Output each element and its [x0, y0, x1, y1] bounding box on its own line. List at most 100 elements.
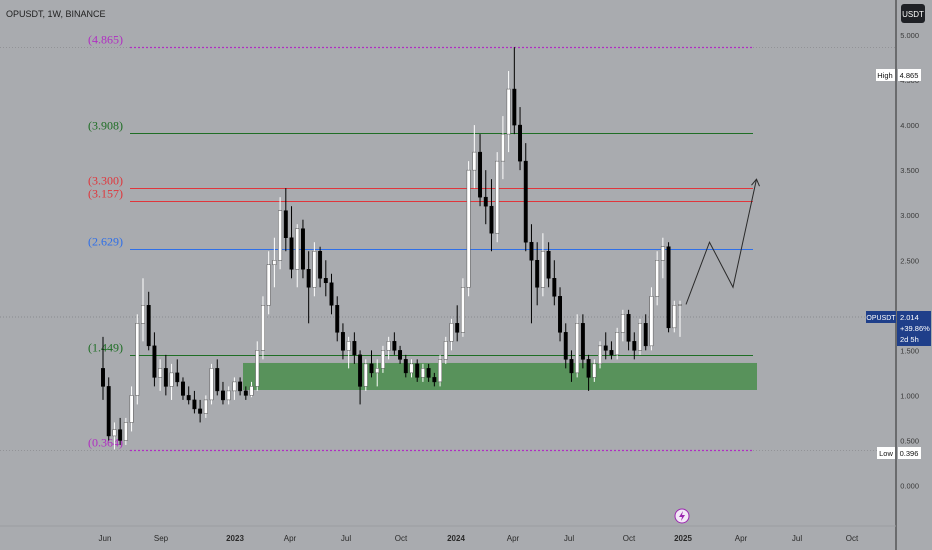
candle-body: [272, 260, 277, 266]
candle-body: [203, 399, 208, 414]
candle-body: [460, 287, 465, 333]
candle-body: [135, 323, 140, 396]
price-tick-label: 1.000: [900, 391, 919, 400]
candle-body: [358, 354, 363, 387]
candle-body: [472, 151, 477, 171]
candle-body: [152, 345, 157, 378]
candle-body: [546, 250, 551, 279]
candle-body: [380, 350, 385, 369]
candle-body: [329, 282, 334, 306]
time-tick-label: Jul: [792, 534, 802, 543]
candle-body: [306, 269, 311, 288]
low-marker: Low 0.396: [877, 447, 921, 459]
candle-body: [283, 210, 288, 238]
candle-body: [626, 314, 631, 342]
candle-body: [523, 160, 528, 243]
candle-body: [592, 363, 597, 378]
currency-label: USDT: [902, 10, 924, 19]
time-tick-label: Jul: [341, 534, 351, 543]
current-price: 2.014: [900, 313, 919, 322]
candle-body: [175, 372, 180, 383]
time-tick-label: Oct: [623, 534, 636, 543]
candle-body: [598, 345, 602, 365]
candle-body: [449, 323, 454, 342]
low-label: Low: [879, 449, 893, 458]
candle-body: [169, 372, 174, 387]
high-value: 4.865: [900, 71, 919, 80]
projection-arrowhead: [751, 178, 760, 187]
candle-body: [632, 341, 637, 351]
candle-body: [249, 386, 254, 396]
candle-body: [615, 332, 620, 356]
candle-body: [512, 88, 517, 126]
candle-body: [529, 241, 534, 261]
price-tick-label: 3.000: [900, 211, 919, 220]
candle-body: [101, 368, 105, 387]
candle-body: [586, 359, 591, 378]
price-tick-label: 0.500: [900, 436, 919, 445]
candle-body: [672, 305, 677, 329]
time-tick-label: Apr: [507, 534, 520, 543]
lightning-event-icon[interactable]: [674, 508, 690, 524]
price-tick-label: 5.000: [900, 31, 919, 40]
candle-body: [323, 278, 328, 284]
level-label: (3.300): [88, 174, 123, 188]
candle-body: [352, 341, 357, 356]
candles-layer: [101, 47, 682, 450]
candle-body: [569, 359, 574, 374]
currency-button[interactable]: USDT: [901, 4, 925, 23]
candle-body: [141, 305, 145, 324]
candle-body: [563, 332, 568, 360]
candle-body: [243, 390, 248, 396]
time-tick-label: Sep: [154, 534, 169, 543]
candle-body: [535, 260, 540, 288]
current-symbol: OPUSDT: [866, 315, 896, 322]
candle-body: [455, 323, 460, 333]
candle-body: [409, 363, 414, 374]
candle-body: [255, 350, 260, 387]
time-tick-label: 2024: [447, 534, 465, 543]
candle-body: [432, 377, 437, 383]
level-label: (2.629): [88, 235, 123, 249]
candle-body: [495, 160, 500, 234]
low-value: 0.396: [900, 449, 919, 458]
high-label: High: [877, 71, 892, 80]
time-tick-label: 2025: [674, 534, 692, 543]
candle-body: [415, 363, 420, 378]
time-axis[interactable]: Jun Sep 2023 Apr Jul Oct 2024 Apr Jul Oct 2025 Apr J…: [99, 534, 859, 543]
candle-body: [375, 368, 380, 374]
price-axis[interactable]: 5.0004.5004.0003.5003.0002.5001.5001.000…: [900, 31, 919, 491]
price-tick-label: 1.500: [900, 346, 919, 355]
candle-body: [346, 341, 351, 351]
symbol-title: OPUSDT, 1W, BINANCE: [6, 9, 106, 19]
candle-body: [340, 332, 345, 351]
candle-body: [289, 237, 294, 270]
time-tick-label: Oct: [846, 534, 859, 543]
price-tick-label: 3.500: [900, 166, 919, 175]
high-marker: High 4.865: [876, 69, 921, 81]
candle-body: [506, 88, 511, 135]
candle-body: [221, 390, 225, 401]
candle-body: [123, 422, 128, 441]
candle-body: [198, 408, 203, 414]
candle-body: [106, 386, 111, 437]
candle-body: [158, 368, 163, 378]
time-tick-label: Jul: [564, 534, 574, 543]
candle-body: [398, 350, 403, 360]
candle-body: [318, 250, 323, 279]
candle-body: [232, 381, 237, 392]
candle-body: [489, 205, 494, 234]
candle-body: [603, 345, 608, 351]
candle-body: [226, 390, 231, 401]
level-label: (0.364): [88, 436, 123, 450]
candle-body: [483, 196, 488, 207]
candle-body: [655, 260, 660, 297]
candle-body: [238, 381, 243, 392]
candle-body: [609, 350, 614, 356]
candle-body: [209, 368, 214, 401]
candle-body: [500, 133, 505, 162]
candle-body: [438, 359, 443, 383]
candle-body: [335, 305, 340, 333]
